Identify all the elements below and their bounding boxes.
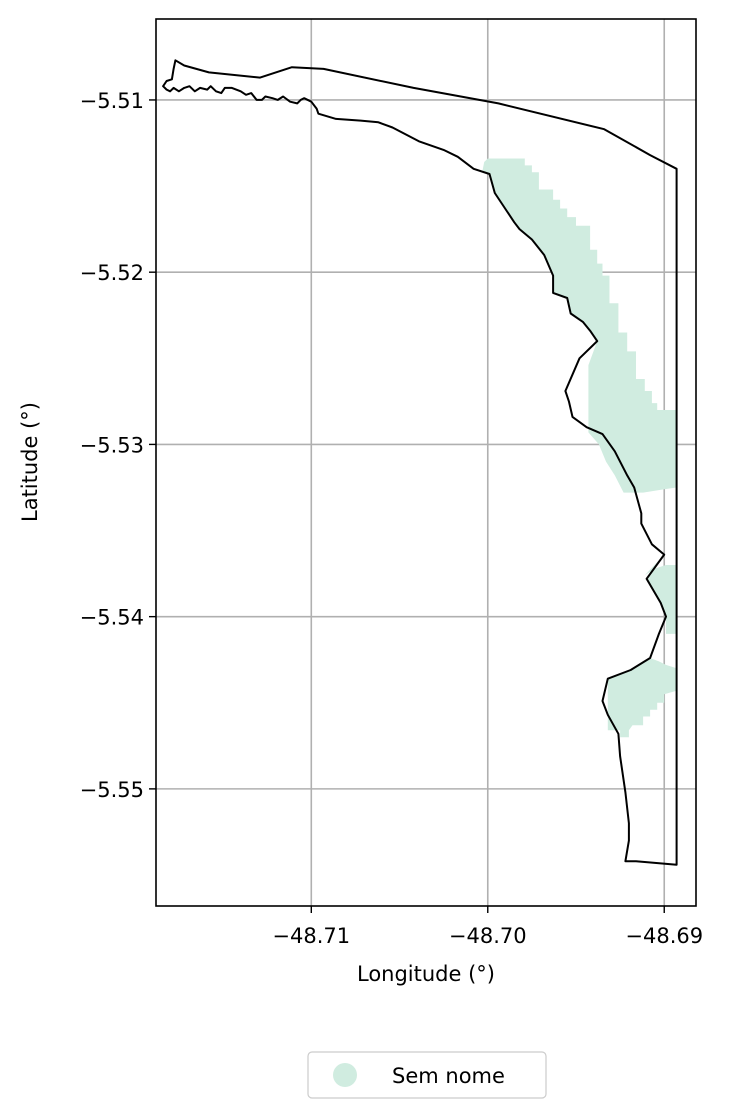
x-tick-label-1: −48.70 — [449, 924, 527, 948]
y-tick-label-4: −5.55 — [80, 778, 144, 802]
legend-swatch-sem-nome — [333, 1063, 357, 1087]
sem-nome-region-2 — [644, 554, 677, 634]
sem-nome-region-1 — [482, 158, 677, 493]
boundary-outline — [162, 59, 678, 866]
x-tick-label-0: −48.71 — [272, 924, 350, 948]
y-tick-label-3: −5.54 — [80, 606, 144, 630]
y-tick-label-1: −5.52 — [80, 261, 144, 285]
legend: Sem nome — [307, 1051, 547, 1099]
sem-nome-regions — [482, 158, 677, 738]
legend-frame — [307, 1051, 547, 1099]
axis-ticks: −48.71 −48.70 −48.69 −5.51 −5.52 −5.53 −5.54 −5… — [80, 89, 703, 948]
sem-nome-region-3 — [607, 658, 677, 738]
y-tick-label-2: −5.53 — [80, 433, 144, 457]
x-tick-label-2: −48.69 — [625, 924, 703, 948]
x-axis-title: Longitude (°) — [357, 962, 495, 986]
y-tick-label-0: −5.51 — [80, 89, 144, 113]
y-axis-title: Latitude (°) — [18, 402, 42, 522]
plot-frame — [155, 18, 697, 907]
boundary-layer — [162, 59, 678, 866]
legend-label-sem-nome: Sem nome — [392, 1064, 505, 1088]
